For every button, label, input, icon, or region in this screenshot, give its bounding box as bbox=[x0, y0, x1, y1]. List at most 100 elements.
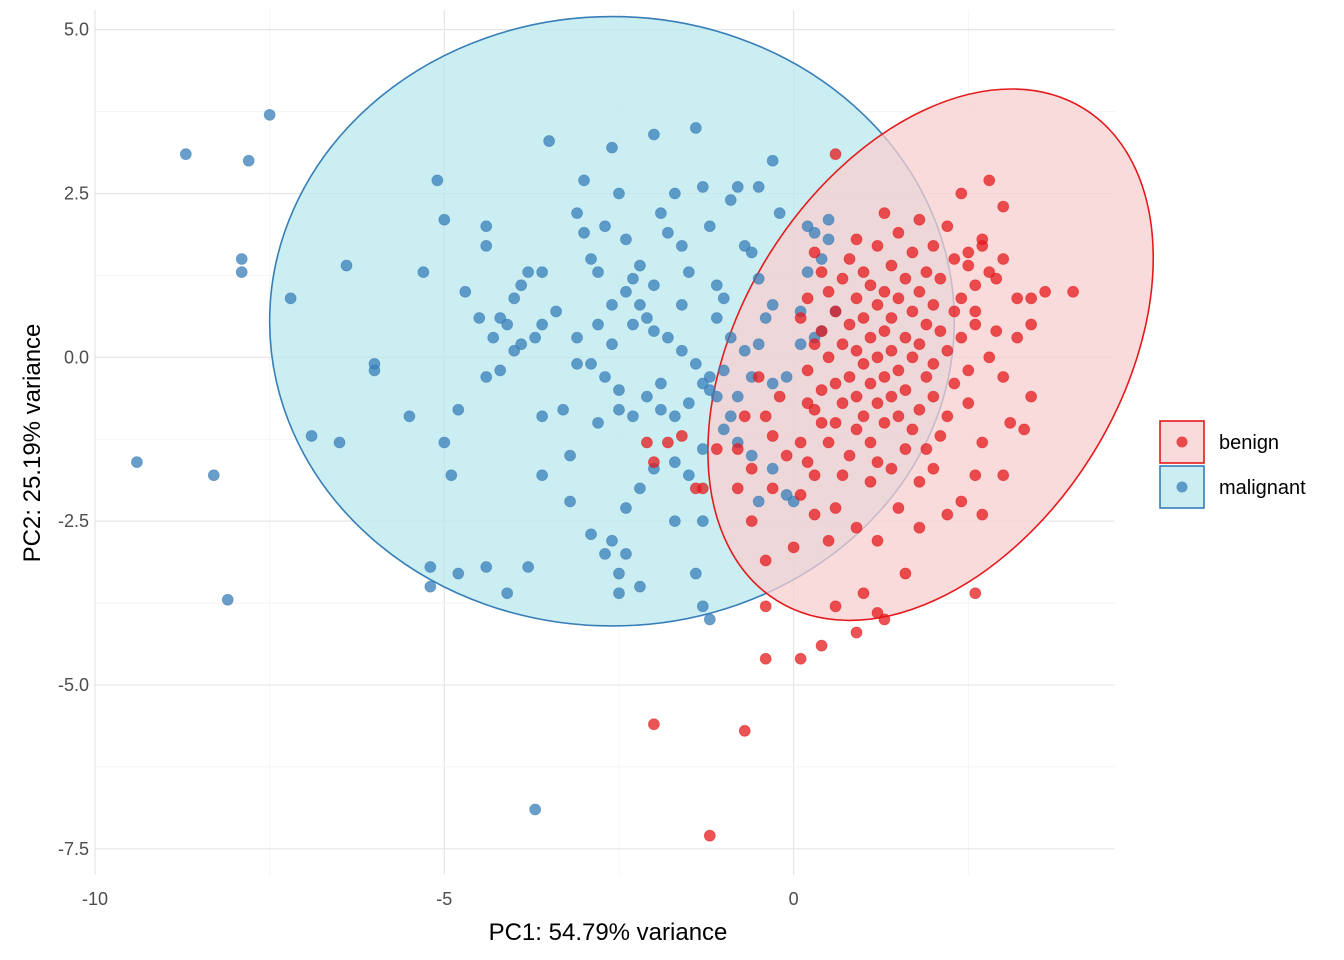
malignant-point bbox=[571, 357, 583, 370]
benign-point bbox=[906, 246, 919, 259]
malignant-point bbox=[305, 430, 318, 442]
benign-point bbox=[955, 292, 968, 305]
malignant-point bbox=[801, 266, 814, 279]
y-axis-title: PC2: 25.19% variance bbox=[19, 324, 46, 563]
malignant-point bbox=[501, 587, 514, 600]
malignant-point bbox=[284, 292, 297, 305]
malignant-point bbox=[431, 174, 444, 187]
benign-point bbox=[641, 436, 653, 449]
malignant-point bbox=[703, 371, 716, 383]
benign-point bbox=[927, 298, 940, 311]
benign-point bbox=[899, 331, 912, 344]
benign-point bbox=[808, 246, 821, 259]
malignant-point bbox=[822, 213, 835, 226]
benign-point bbox=[829, 502, 842, 514]
benign-point bbox=[906, 305, 919, 318]
benign-point bbox=[829, 148, 842, 161]
malignant-point bbox=[745, 449, 758, 462]
malignant-point bbox=[696, 181, 709, 193]
malignant-point bbox=[634, 482, 646, 495]
benign-point bbox=[815, 416, 828, 429]
benign-point bbox=[801, 456, 814, 469]
malignant-point bbox=[717, 292, 730, 305]
benign-point bbox=[850, 521, 863, 534]
benign-point bbox=[969, 305, 982, 318]
malignant-point bbox=[592, 318, 604, 331]
benign-point bbox=[983, 351, 996, 364]
benign-point bbox=[878, 371, 891, 383]
benign-point bbox=[878, 207, 891, 220]
benign-point bbox=[913, 213, 926, 226]
malignant-point bbox=[752, 272, 765, 285]
y-tick-label: 2.5 bbox=[64, 183, 89, 203]
malignant-point bbox=[759, 312, 772, 324]
x-tick-label: -5 bbox=[436, 889, 452, 909]
benign-point bbox=[948, 253, 961, 265]
malignant-point bbox=[606, 534, 618, 547]
malignant-point bbox=[648, 325, 660, 337]
malignant-point bbox=[242, 154, 255, 167]
malignant-point bbox=[696, 600, 709, 613]
axis-ticks: -10 -5 0 5.0 2.5 0.0 -2.5 -5.0 -7.5 bbox=[58, 20, 799, 909]
y-tick-label: -5.0 bbox=[58, 675, 89, 695]
malignant-point bbox=[703, 220, 716, 233]
malignant-point bbox=[710, 279, 723, 292]
benign-point bbox=[899, 384, 912, 396]
benign-point bbox=[815, 639, 828, 652]
benign-point bbox=[864, 279, 877, 292]
malignant-point bbox=[620, 233, 632, 246]
benign-ellipse bbox=[707, 88, 1155, 622]
benign-point bbox=[892, 410, 905, 423]
malignant-point bbox=[585, 528, 597, 541]
benign-point bbox=[745, 462, 758, 475]
malignant-point bbox=[724, 331, 737, 344]
malignant-point bbox=[578, 174, 590, 187]
malignant-point bbox=[710, 312, 723, 324]
malignant-point bbox=[585, 253, 597, 265]
malignant-point bbox=[494, 364, 507, 377]
malignant-point bbox=[724, 194, 737, 206]
confidence-ellipses bbox=[268, 15, 1155, 627]
malignant-point bbox=[738, 344, 751, 357]
benign-point bbox=[899, 443, 912, 455]
benign-point bbox=[710, 443, 723, 455]
benign-point bbox=[752, 371, 765, 383]
malignant-point bbox=[557, 403, 569, 416]
benign-point bbox=[843, 253, 856, 265]
malignant-point bbox=[620, 502, 632, 514]
malignant-point bbox=[480, 220, 493, 233]
malignant-point bbox=[717, 423, 730, 436]
benign-point bbox=[815, 384, 828, 396]
benign-point bbox=[1039, 285, 1052, 298]
benign-point bbox=[1004, 416, 1017, 429]
malignant-point bbox=[508, 344, 521, 357]
malignant-point bbox=[752, 181, 765, 193]
benign-point bbox=[1025, 318, 1038, 331]
benign-point bbox=[794, 312, 807, 324]
benign-point bbox=[759, 410, 772, 423]
benign-point bbox=[857, 587, 870, 600]
benign-point bbox=[920, 318, 933, 331]
benign-point bbox=[759, 600, 772, 613]
benign-point bbox=[871, 534, 884, 547]
benign-point bbox=[913, 338, 926, 351]
malignant-point bbox=[668, 187, 681, 200]
malignant-point bbox=[480, 371, 493, 383]
malignant-point bbox=[752, 338, 765, 351]
benign-point bbox=[857, 357, 870, 370]
benign-point bbox=[1025, 292, 1038, 305]
malignant-point bbox=[731, 181, 744, 193]
malignant-point bbox=[438, 436, 451, 449]
benign-point bbox=[703, 829, 716, 842]
benign-point bbox=[843, 449, 856, 462]
y-tick-label: 5.0 bbox=[64, 20, 89, 40]
benign-point bbox=[941, 410, 954, 423]
malignant-point bbox=[571, 331, 583, 344]
benign-point bbox=[745, 515, 758, 528]
malignant-point bbox=[564, 495, 576, 508]
malignant-point bbox=[613, 384, 625, 396]
benign-point bbox=[892, 292, 905, 305]
x-tick-label: 0 bbox=[789, 889, 799, 909]
malignant-point bbox=[606, 141, 618, 154]
